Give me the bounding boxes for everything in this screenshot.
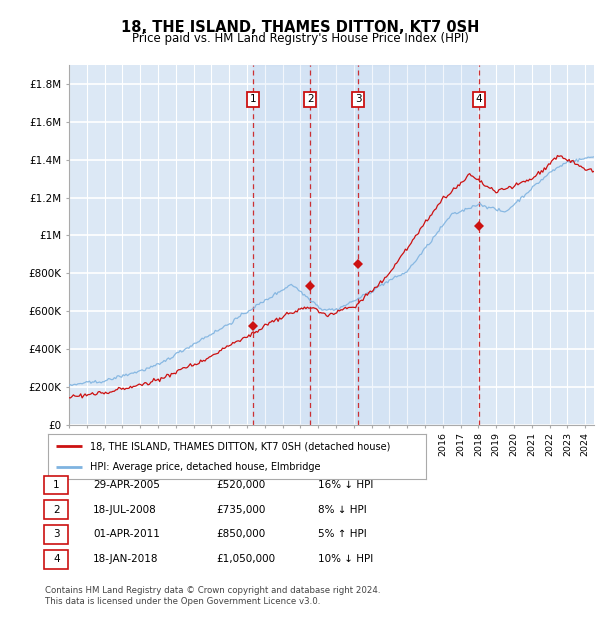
Text: 18-JAN-2018: 18-JAN-2018 [93, 554, 158, 564]
Bar [358, 65, 479, 425]
Text: 5% ↑ HPI: 5% ↑ HPI [318, 529, 367, 539]
Text: 10% ↓ HPI: 10% ↓ HPI [318, 554, 373, 564]
Text: 01-APR-2011: 01-APR-2011 [93, 529, 160, 539]
Text: £1,050,000: £1,050,000 [216, 554, 275, 564]
Text: £735,000: £735,000 [216, 505, 265, 515]
Text: 2: 2 [53, 505, 60, 515]
Text: This data is licensed under the Open Government Licence v3.0.: This data is licensed under the Open Gov… [45, 597, 320, 606]
Text: HPI: Average price, detached house, Elmbridge: HPI: Average price, detached house, Elmb… [89, 461, 320, 472]
Text: £520,000: £520,000 [216, 480, 265, 490]
Text: 16% ↓ HPI: 16% ↓ HPI [318, 480, 373, 490]
Bar [310, 65, 358, 425]
Text: 2: 2 [307, 94, 313, 104]
Text: 4: 4 [53, 554, 60, 564]
Text: 1: 1 [53, 480, 60, 490]
Text: 18, THE ISLAND, THAMES DITTON, KT7 0SH: 18, THE ISLAND, THAMES DITTON, KT7 0SH [121, 20, 479, 35]
Text: 1: 1 [250, 94, 256, 104]
Text: 3: 3 [53, 529, 60, 539]
Bar [253, 65, 310, 425]
Text: 4: 4 [476, 94, 482, 104]
Text: 29-APR-2005: 29-APR-2005 [93, 480, 160, 490]
Text: £850,000: £850,000 [216, 529, 265, 539]
Text: Price paid vs. HM Land Registry's House Price Index (HPI): Price paid vs. HM Land Registry's House … [131, 32, 469, 45]
Text: 18-JUL-2008: 18-JUL-2008 [93, 505, 157, 515]
Text: 18, THE ISLAND, THAMES DITTON, KT7 0SH (detached house): 18, THE ISLAND, THAMES DITTON, KT7 0SH (… [89, 441, 390, 451]
Text: 3: 3 [355, 94, 362, 104]
Text: 8% ↓ HPI: 8% ↓ HPI [318, 505, 367, 515]
Text: Contains HM Land Registry data © Crown copyright and database right 2024.: Contains HM Land Registry data © Crown c… [45, 586, 380, 595]
